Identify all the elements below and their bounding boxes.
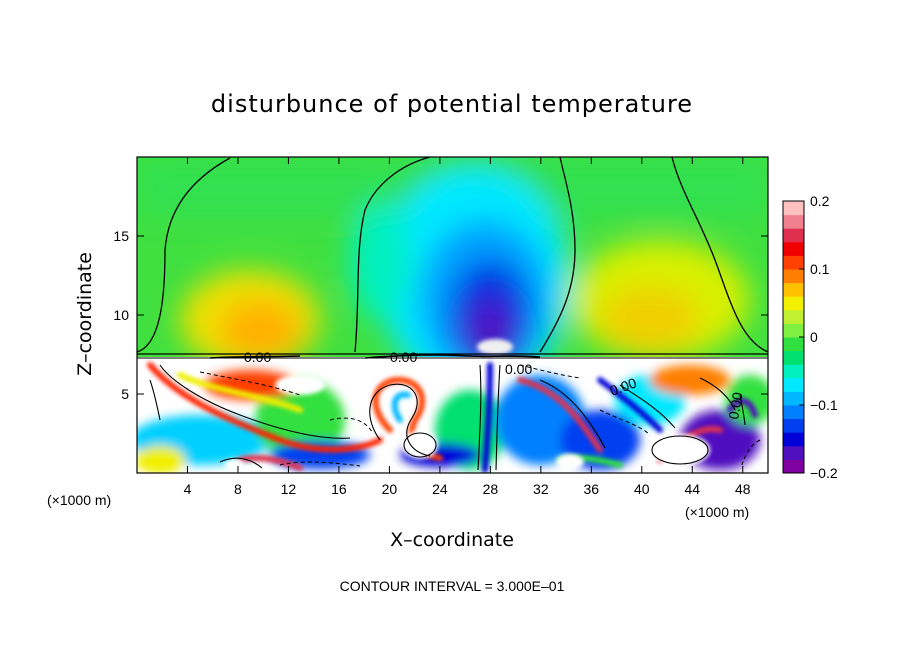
colorbar-swatch [783, 228, 804, 243]
colorbar-swatch [783, 309, 804, 324]
contour-label: 0.00 [725, 391, 746, 421]
colorbar-swatch [783, 337, 804, 352]
x-tick-label: 40 [634, 481, 650, 497]
colorbar-swatch [783, 201, 804, 216]
x-tick-label: 32 [533, 481, 549, 497]
x-tick-label: 24 [432, 481, 448, 497]
x-unit-right: (×1000 m) [685, 504, 749, 520]
x-tick-label: 16 [331, 481, 347, 497]
colorbar-tick-label: −0.2 [810, 465, 838, 481]
colorbar [783, 201, 804, 474]
x-tick-label: 36 [584, 481, 600, 497]
y-tick-label: 5 [121, 386, 129, 402]
contour-labels: 0.00 0.00 0.00 0.00 0.00 [244, 349, 746, 421]
x-axis-label: X–coordinate [390, 529, 514, 551]
colorbar-swatch [783, 241, 804, 256]
x-tick-label: 8 [234, 481, 242, 497]
colorbar-tick-label: 0.1 [810, 261, 830, 277]
colorbar-tick-label: 0 [810, 329, 818, 345]
colorbar-swatch [783, 432, 804, 447]
x-tick-label: 28 [483, 481, 499, 497]
contour-label: 0.00 [390, 349, 417, 365]
colorbar-ticks: 0.2 0.1 0 −0.1 −0.2 [799, 193, 838, 481]
colorbar-swatch [783, 282, 804, 297]
colorbar-swatch [783, 323, 804, 338]
y-tick-label: 15 [113, 228, 129, 244]
colorbar-swatch [783, 296, 804, 311]
y-axis: 5 10 15 [113, 228, 768, 402]
colorbar-swatch [783, 269, 804, 284]
chart-title: disturbunce of potential temperature [211, 90, 693, 118]
contour-label: 0.00 [244, 349, 271, 365]
x-axis: 4 8 12 16 20 24 28 32 36 40 44 48 [184, 157, 751, 497]
contour-label: 0.00 [505, 361, 532, 377]
colorbar-swatch [783, 350, 804, 365]
colorbar-tick-label: 0.2 [810, 193, 830, 209]
x-tick-label: 48 [735, 481, 751, 497]
colorbar-swatch [783, 418, 804, 433]
colorbar-swatch [783, 377, 804, 392]
plot-field [137, 157, 768, 473]
x-tick-label: 20 [382, 481, 398, 497]
x-tick-label: 44 [684, 481, 700, 497]
colorbar-swatch [783, 214, 804, 229]
colorbar-swatch [783, 459, 804, 474]
y-axis-label: Z–coordinate [74, 252, 96, 376]
colorbar-tick-label: −0.1 [810, 397, 838, 413]
x-unit-left: (×1000 m) [47, 492, 111, 508]
x-tick-label: 4 [184, 481, 192, 497]
colorbar-swatch [783, 255, 804, 270]
contour-interval-note: CONTOUR INTERVAL = 3.000E–01 [340, 578, 565, 594]
y-tick-label: 10 [113, 307, 129, 323]
colorbar-swatch [783, 445, 804, 460]
colorbar-swatch [783, 405, 804, 420]
colorbar-swatch [783, 364, 804, 379]
colorbar-swatch [783, 391, 804, 406]
x-tick-label: 12 [281, 481, 297, 497]
